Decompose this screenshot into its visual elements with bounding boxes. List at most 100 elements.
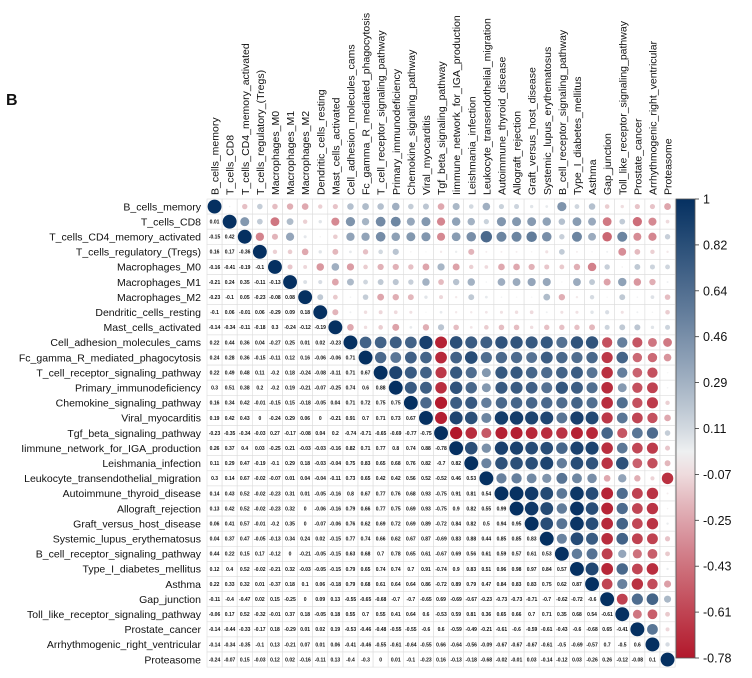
corr-value: 0.84 xyxy=(451,521,461,527)
corr-value: -0.02 xyxy=(254,491,266,497)
corr-value: 0.01 xyxy=(300,491,310,497)
corr-circle xyxy=(468,248,475,255)
corr-circle xyxy=(389,366,403,380)
corr-circle xyxy=(631,563,643,575)
corr-circle xyxy=(585,487,599,500)
colorbar-tick-label: -0.61 xyxy=(703,606,732,620)
corr-circle xyxy=(540,456,554,470)
corr-circle xyxy=(526,352,538,364)
corr-value: -0.33 xyxy=(239,627,251,633)
corr-circle xyxy=(242,203,248,210)
corr-circle xyxy=(271,233,278,240)
corr-value: 0.4 xyxy=(241,446,248,452)
corr-circle xyxy=(313,305,328,320)
corr-value: 0.01 xyxy=(210,219,220,225)
corr-circle xyxy=(465,427,478,439)
corr-value: -0.01 xyxy=(254,401,266,407)
corr-circle xyxy=(513,263,520,271)
corr-circle xyxy=(570,501,584,516)
corr-value: -0.6 xyxy=(573,627,582,633)
corr-circle xyxy=(632,609,642,619)
corr-value: -0.11 xyxy=(239,325,250,331)
corr-circle xyxy=(647,533,658,545)
corr-circle xyxy=(649,264,655,270)
corr-circle xyxy=(377,203,384,210)
corr-value: -0.6 xyxy=(512,627,521,633)
corr-value: 0.53 xyxy=(542,552,552,558)
corr-value: 0.71 xyxy=(376,416,386,422)
corr-value: -0.37 xyxy=(269,582,281,588)
corr-value: 0.83 xyxy=(512,582,522,588)
corr-circle xyxy=(585,562,599,576)
row-label: Autoimmune_thyroid_disease xyxy=(63,488,201,500)
corr-value: -0.35 xyxy=(224,431,236,437)
corr-circle xyxy=(665,611,670,617)
corr-circle xyxy=(333,234,338,240)
corr-circle xyxy=(451,232,461,242)
corr-value: -0.57 xyxy=(586,642,598,648)
corr-value: 0.89 xyxy=(421,521,431,527)
corr-value: -0.7 xyxy=(437,461,446,467)
corr-value: 0.2 xyxy=(332,431,339,437)
row-label: T_cell_receptor_signaling_pathway xyxy=(36,367,201,379)
corr-circle xyxy=(495,351,508,364)
corr-value: -0.03 xyxy=(299,446,311,452)
corr-circle xyxy=(545,205,549,208)
corr-circle xyxy=(420,366,432,379)
corr-value: 0.18 xyxy=(285,370,295,376)
corr-value: -0.13 xyxy=(269,537,281,543)
corr-circle xyxy=(362,294,369,300)
colorbar-tick-label: 0.64 xyxy=(703,284,727,298)
corr-value: 0.37 xyxy=(225,446,235,452)
corr-circle xyxy=(435,367,447,379)
row-label: Gap_junction xyxy=(139,594,201,606)
corr-value: 0.93 xyxy=(421,491,431,497)
corr-value: 0.02 xyxy=(315,627,325,633)
corr-circle xyxy=(632,442,643,454)
corr-circle xyxy=(510,381,523,394)
corr-value: 0.03 xyxy=(255,446,265,452)
corr-circle xyxy=(270,217,280,227)
corr-circle xyxy=(585,577,599,591)
corr-value: -0.07 xyxy=(315,386,327,392)
corr-value: 0.65 xyxy=(406,552,416,558)
corr-circle xyxy=(559,234,565,240)
corr-circle xyxy=(469,325,473,329)
corr-circle xyxy=(392,323,400,331)
corr-value: 0.26 xyxy=(602,657,612,663)
corr-value: 0.07 xyxy=(300,642,310,648)
corr-value: -0.07 xyxy=(224,657,236,663)
corr-circle xyxy=(349,311,352,314)
corr-circle xyxy=(317,294,324,301)
corr-value: 0.34 xyxy=(225,401,235,407)
corr-value: 0.38 xyxy=(240,386,250,392)
corr-value: 0.15 xyxy=(240,657,250,663)
corr-value: -0.01 xyxy=(239,310,251,316)
corr-value: -0.08 xyxy=(269,295,281,301)
corr-value: 0.64 xyxy=(391,582,401,588)
corr-circle xyxy=(556,442,568,454)
corr-circle xyxy=(390,216,401,227)
corr-circle xyxy=(255,232,265,241)
corr-value: -0.12 xyxy=(617,657,629,663)
corr-value: 0.99 xyxy=(497,506,507,512)
corr-circle xyxy=(616,351,629,364)
corr-circle xyxy=(484,265,489,269)
corr-value: 0.75 xyxy=(542,582,552,588)
corr-value: 0.52 xyxy=(240,491,250,497)
column-label: B_cells_memory xyxy=(210,117,222,195)
corr-value: -0.64 xyxy=(405,642,417,648)
corr-value: 0.05 xyxy=(240,295,250,301)
corr-value: -0.4 xyxy=(346,657,355,663)
corr-circle xyxy=(393,310,398,315)
row-label: Fc_gamma_R_mediated_phagocytosis xyxy=(19,352,201,364)
corr-value: 0.35 xyxy=(285,521,295,527)
corr-value: 0.76 xyxy=(406,461,416,467)
row-label: Cell_adhesion_molecules_cams xyxy=(50,337,201,349)
corr-value: 0.88 xyxy=(466,537,476,543)
corr-value: 0.42 xyxy=(391,476,401,482)
corr-circle xyxy=(647,548,658,559)
corr-circle xyxy=(570,516,584,531)
corr-value: -0.67 xyxy=(435,552,447,558)
column-label: Mast_cells_activated xyxy=(330,97,342,195)
